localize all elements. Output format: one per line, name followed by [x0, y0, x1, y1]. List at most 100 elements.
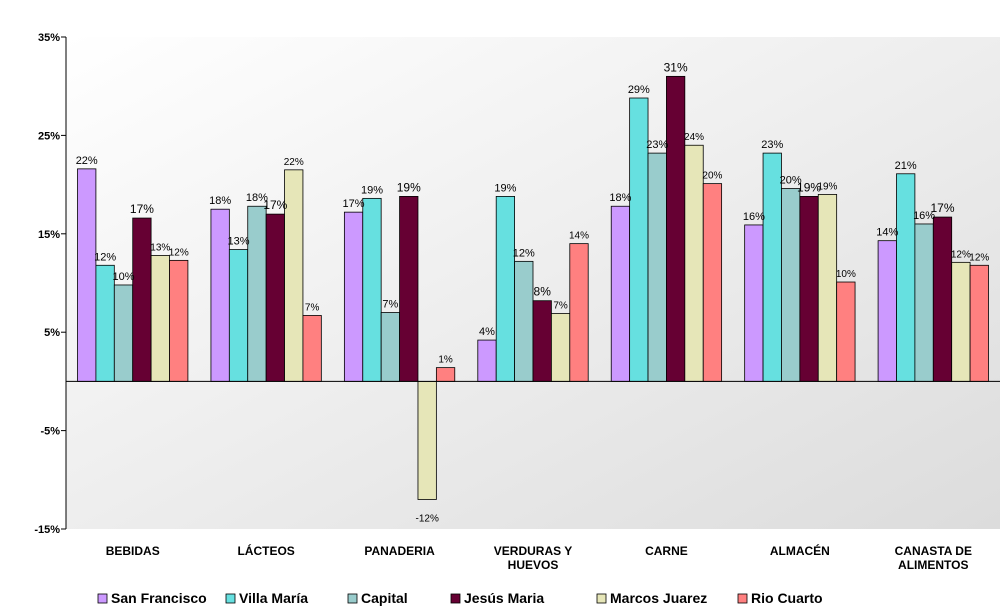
bar	[417, 380, 437, 500]
data-label: 12%	[169, 247, 189, 258]
category-label: CANASTA DE ALIMENTOS	[895, 544, 972, 572]
bar	[302, 315, 322, 382]
category-label: VERDURAS Y HUEVOS	[494, 544, 572, 572]
data-label: 29%	[628, 84, 650, 96]
legend-label: San Francisco	[111, 590, 207, 606]
bar	[228, 249, 249, 382]
data-label: 7%	[382, 299, 398, 311]
bar	[362, 197, 382, 382]
data-label: 17%	[263, 198, 287, 212]
data-label: 7%	[305, 302, 320, 313]
bar	[399, 196, 419, 382]
bar	[666, 75, 686, 382]
bar	[817, 194, 838, 382]
data-label: 20%	[780, 175, 802, 187]
data-label: 19%	[797, 180, 821, 194]
data-label: 31%	[664, 60, 688, 74]
data-label: 22%	[76, 155, 98, 167]
bar	[877, 240, 897, 382]
data-label: 19%	[397, 180, 421, 194]
data-label: 17%	[130, 202, 154, 216]
data-label: 17%	[930, 201, 954, 215]
bar	[477, 339, 497, 382]
legend-swatch	[97, 593, 108, 604]
bar	[77, 168, 97, 382]
bar	[150, 255, 170, 382]
data-label: 12%	[94, 251, 116, 263]
legend-label: Rio Cuarto	[751, 590, 823, 606]
y-tick-label: 15%	[38, 229, 60, 241]
data-label: 23%	[761, 139, 783, 151]
bar	[169, 259, 189, 382]
bar	[247, 205, 267, 382]
data-label: 16%	[913, 210, 935, 222]
data-label: 18%	[209, 195, 231, 207]
bar	[684, 144, 704, 382]
data-label: 18%	[246, 192, 268, 204]
bar	[265, 213, 285, 382]
data-label: 24%	[684, 132, 704, 143]
bar	[532, 300, 552, 382]
y-tick-label: 35%	[38, 32, 60, 44]
legend-swatch	[347, 593, 358, 604]
data-label: 22%	[284, 157, 304, 168]
data-label: 14%	[876, 227, 898, 239]
data-label: 10%	[836, 269, 856, 280]
y-tick-label: 25%	[38, 130, 60, 142]
bar	[514, 260, 534, 382]
y-tick-label: -15%	[34, 524, 60, 536]
bar	[951, 261, 971, 382]
data-label: 12%	[969, 252, 989, 263]
bar	[914, 223, 934, 382]
data-label: 7%	[553, 301, 568, 312]
bar	[702, 183, 723, 382]
bar	[647, 152, 667, 382]
data-label: 20%	[702, 171, 722, 182]
legend-swatch	[596, 593, 607, 604]
data-label: 4%	[479, 326, 495, 338]
bar	[836, 281, 856, 382]
y-tick-label: -5%	[40, 426, 60, 438]
data-label: 18%	[609, 192, 631, 204]
bar	[343, 211, 364, 382]
data-label: 17%	[343, 198, 365, 210]
data-label: 13%	[228, 236, 250, 248]
legend-label: Villa María	[239, 590, 308, 606]
bar	[932, 216, 953, 382]
data-label: 13%	[150, 242, 170, 253]
bar	[781, 188, 801, 382]
data-label: 14%	[569, 231, 589, 242]
category-label: CARNE	[645, 544, 688, 558]
bar	[551, 313, 571, 382]
bar	[762, 152, 782, 382]
data-label: 23%	[646, 139, 668, 151]
bar	[113, 284, 134, 382]
category-label: LÁCTEOS	[237, 543, 294, 558]
legend-swatch	[737, 593, 748, 604]
data-label: 16%	[743, 211, 765, 223]
bar	[969, 264, 989, 382]
data-label: 19%	[494, 182, 516, 194]
legend-swatch	[450, 593, 461, 604]
category-label: ALMACÉN	[770, 543, 830, 558]
y-tick-label: 5%	[44, 327, 60, 339]
data-label: 19%	[817, 181, 837, 192]
data-label: 12%	[513, 247, 535, 259]
bar	[896, 173, 916, 382]
legend-swatch	[225, 593, 236, 604]
bar	[610, 205, 631, 382]
data-label: 1%	[438, 355, 453, 366]
legend-label: Marcos Juarez	[610, 590, 707, 606]
data-label: 21%	[895, 160, 917, 172]
data-label: 8%	[534, 285, 552, 299]
legend-label: Jesús Maria	[464, 590, 544, 606]
bar	[380, 312, 400, 382]
legend-label: Capital	[361, 590, 408, 606]
bar	[569, 243, 589, 382]
bar	[495, 196, 516, 382]
data-label: -12%	[415, 513, 438, 524]
category-label: PANADERIA	[364, 544, 435, 558]
bar	[744, 224, 764, 382]
bar	[799, 196, 819, 382]
